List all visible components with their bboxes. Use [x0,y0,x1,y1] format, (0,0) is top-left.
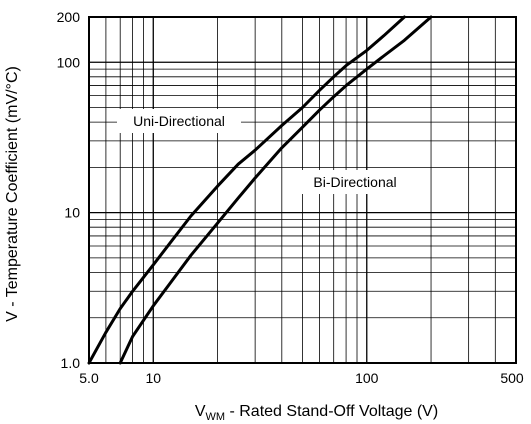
series-lines [87,15,433,365]
x-tick-label: 100 [355,370,379,386]
x-axis-title: VWM - Rated Stand-Off Voltage (V) [195,403,438,423]
x-tick-label: 5.0 [79,370,99,386]
series-line-bi-directional [118,15,433,365]
y-tick-label: 1.0 [61,355,81,371]
tick-labels: 5.0 10 100 500 1.0 10 100 200 [57,9,524,386]
x-axis-title-rest: - Rated Stand-Off Voltage (V) [225,403,438,420]
series-label-bi-directional: Bi-Directional [313,174,396,190]
series-line-uni-directional [87,15,406,365]
series-label-uni-directional-background [117,109,241,133]
y-axis-title: V - Temperature Coefficient (mV/°C) [4,66,21,322]
y-tick-label: 200 [57,9,81,25]
x-tick-label: 500 [500,370,524,386]
series-label-uni-directional: Uni-Directional [133,113,225,129]
y-tick-label: 10 [64,205,80,221]
plot-frame [88,16,517,364]
x-axis-title-subscript: WM [205,411,225,423]
x-tick-label: 10 [145,370,161,386]
series-labels: Uni-Directional Bi-Directional [117,109,414,194]
y-tick-label: 100 [57,54,81,70]
series-label-bi-directional-background [296,170,414,194]
x-axis-title-main: V [195,403,206,420]
